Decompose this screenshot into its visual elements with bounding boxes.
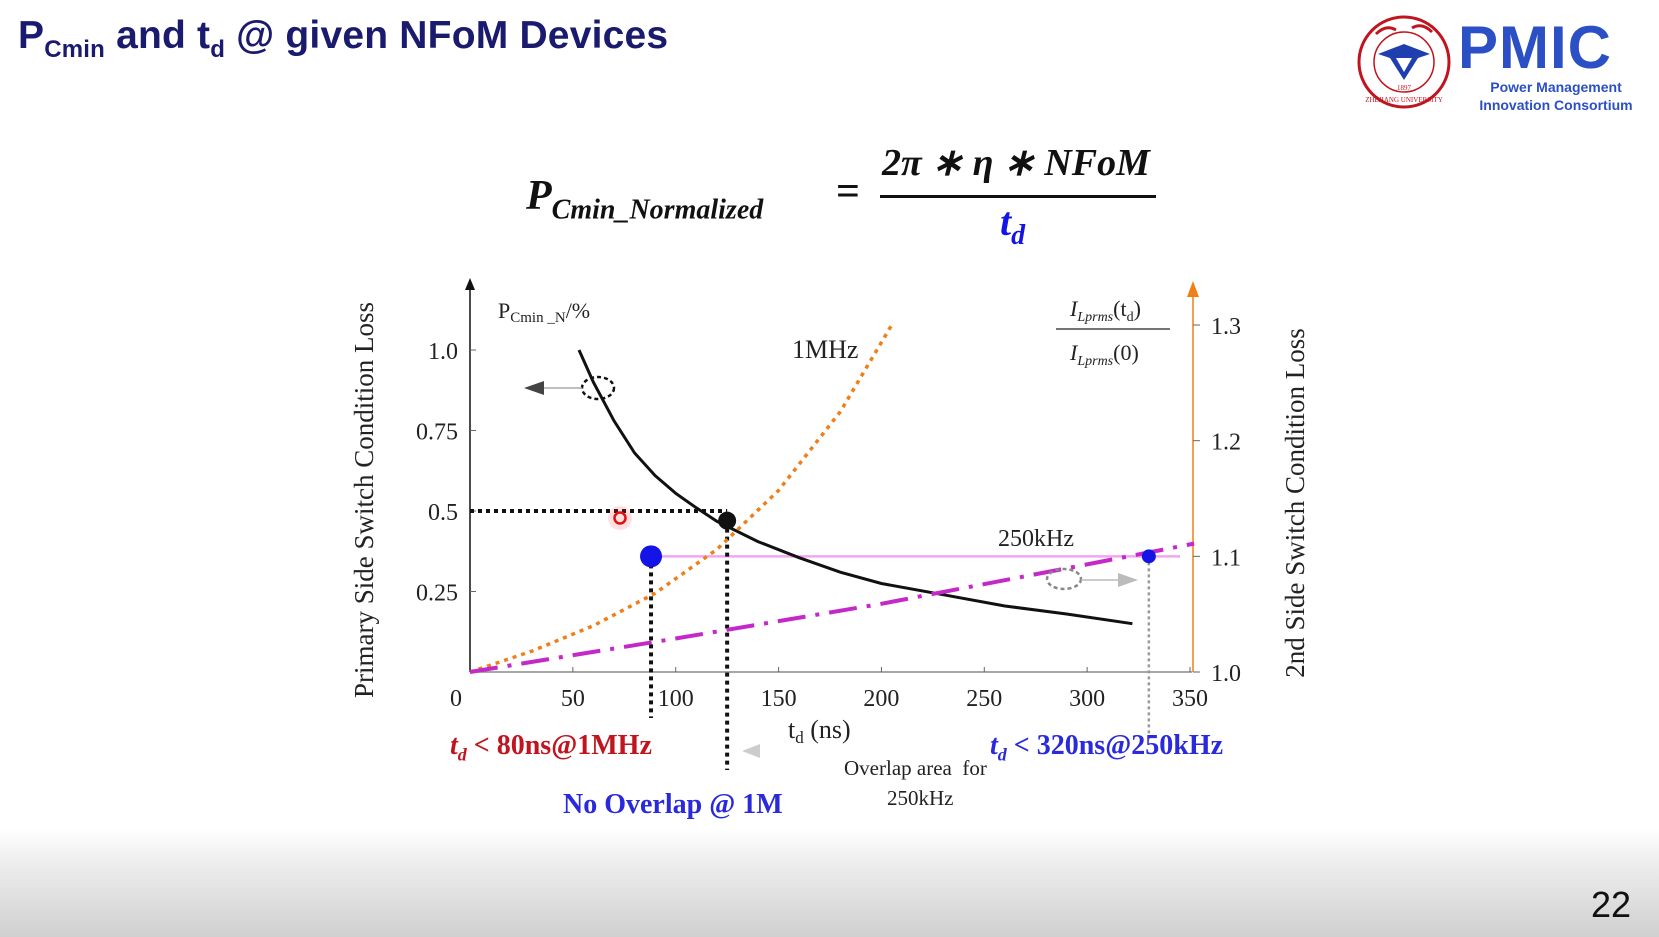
annotation-no-overlap: No Overlap @ 1M: [563, 789, 783, 820]
y-left-tick-label: 0.5: [428, 500, 458, 526]
annotation-overlap-line1: Overlap area for: [844, 756, 987, 780]
title-p: P: [18, 14, 45, 57]
seal-text: ZHEJIANG UNIVERSITY: [1365, 96, 1443, 104]
slide-title: PCmin and td @ given NFoM Devices: [18, 14, 668, 64]
label-series-250khz: 250kHz: [998, 526, 1074, 552]
logo-line2: Innovation Consortium: [1479, 97, 1633, 113]
laser-pointer-icon: [613, 511, 627, 525]
x-tick-label: 0: [450, 686, 462, 712]
y-left-tick-label: 0.75: [416, 420, 458, 446]
series-line-pcmin: [577, 349, 1133, 626]
x-axis-label: td (ns): [788, 715, 851, 747]
annotation-overlap-line2: 250kHz: [887, 786, 954, 810]
x-tick-label: 350: [1172, 686, 1208, 712]
x-tick-label: 150: [761, 686, 797, 712]
zju-seal-icon: ZHEJIANG UNIVERSITY 1897: [1357, 15, 1451, 109]
y-right-tick-label: 1.1: [1211, 545, 1241, 571]
logo-line1: Power Management: [1490, 79, 1622, 95]
title-sub-d: d: [210, 35, 226, 63]
overlap-pointer-arrow-icon: [742, 744, 760, 758]
data-point-cross_1mhz: [718, 511, 737, 530]
logo-word: PMIC: [1458, 14, 1612, 81]
left-axis-arrow-icon: [465, 278, 475, 290]
series-line-irms_250khz: [469, 541, 1195, 674]
formula: PCmin_Normalized = 2π ∗ η ∗ NFoM td: [526, 142, 1166, 258]
y-left-tick-label: 1.0: [428, 339, 458, 365]
y-right-unit-numerator: ILprms(td): [1069, 296, 1141, 325]
right-axis-arrow-icon: [1187, 281, 1199, 297]
bottom-band: [0, 828, 1659, 937]
y-left-axis-title: Primary Side Switch Condition Loss: [349, 302, 379, 698]
formula-lhs: PCmin_Normalized: [526, 173, 764, 226]
formula-numerator: 2π ∗ η ∗ NFoM: [882, 142, 1150, 184]
annotation-td-250khz: td < 320ns@250kHz: [990, 730, 1224, 765]
x-tick-label: 100: [658, 686, 694, 712]
title-and-t: and t: [105, 14, 211, 57]
label-series-1mhz: 1MHz: [792, 335, 858, 364]
fraction-bar: [880, 195, 1156, 198]
page-number: 22: [1590, 884, 1631, 925]
right-pointer-arrow-icon: [1118, 573, 1138, 587]
x-tick-label: 50: [561, 686, 585, 712]
x-tick-label: 200: [863, 686, 899, 712]
y-right-tick-label: 1.2: [1211, 430, 1241, 456]
formula-denominator: td: [1000, 199, 1026, 251]
right-series-ellipse-icon: [1045, 567, 1083, 591]
laser-pointer-glow: [608, 506, 632, 530]
y-right-tick-label: 1.0: [1211, 661, 1241, 687]
x-tick-label: 300: [1069, 686, 1105, 712]
left-pointer-arrow-icon: [524, 381, 544, 395]
data-point-pt_320ns: [1141, 549, 1156, 564]
y-right-unit-denominator: ILprms(0): [1069, 340, 1139, 369]
y-right-axis-title: 2nd Side Switch Condition Loss: [1280, 328, 1310, 678]
x-tick-label: 250: [966, 686, 1002, 712]
title-rest: @ given NFoM Devices: [225, 14, 669, 57]
title-sub-cmin: Cmin: [44, 35, 106, 63]
y-left-unit-label: PCmin _N/%: [498, 298, 590, 326]
formula-equals: =: [836, 169, 860, 215]
annotation-td-1mhz: td < 80ns@1MHz: [450, 730, 652, 765]
data-point-pt_80ns: [640, 545, 663, 568]
seal-year: 1897: [1397, 84, 1412, 92]
y-left-tick-label: 0.25: [416, 581, 458, 607]
y-right-tick-label: 1.3: [1211, 314, 1241, 340]
